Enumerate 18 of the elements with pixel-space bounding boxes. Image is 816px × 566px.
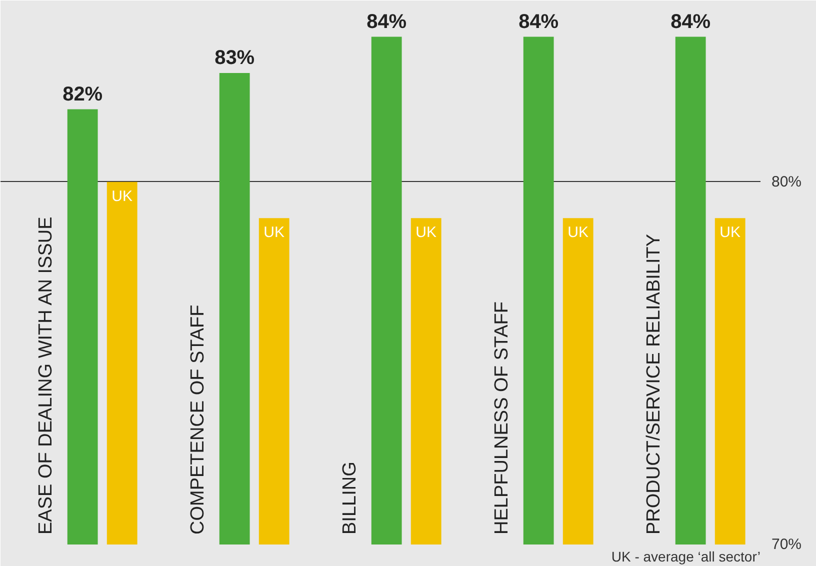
y-tick-label: 70%: [772, 536, 802, 553]
x-tick-label: BILLING: [340, 462, 361, 534]
data-label: 82%: [62, 83, 103, 106]
x-tick-label: EASE OF DEALING WITH AN ISSUE: [36, 216, 57, 534]
x-tick-label: COMPETENCE OF STAFF: [188, 304, 209, 534]
text: UK: [264, 224, 285, 242]
data-label: 83%: [214, 47, 255, 70]
y-tick-label: 80%: [772, 173, 802, 190]
series-label: UK: [568, 224, 589, 242]
data-label: 84%: [366, 10, 407, 33]
text: UK - average ‘all sector’: [611, 548, 761, 564]
text: UK: [112, 188, 133, 205]
text: UK: [416, 224, 437, 242]
data-label: 84%: [670, 10, 711, 33]
data-label: 84%: [518, 10, 559, 33]
x-tick-label: HELPFULNESS OF STAFF: [492, 302, 513, 534]
x-tick-label: PRODUCT/SERVICE RELIABILITY: [644, 234, 665, 534]
text: UK: [720, 224, 741, 242]
